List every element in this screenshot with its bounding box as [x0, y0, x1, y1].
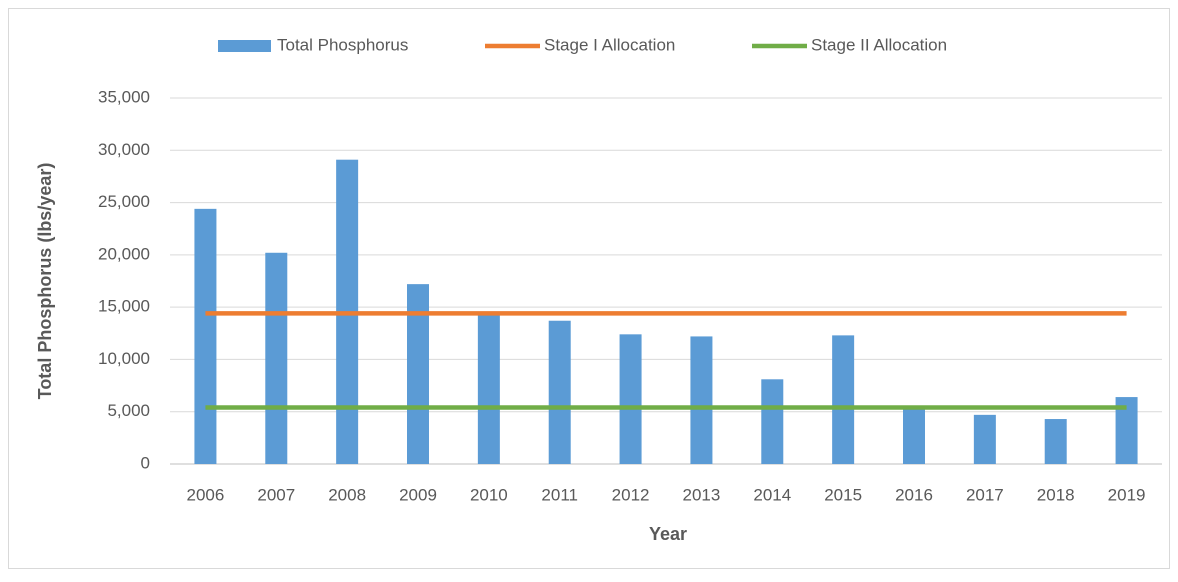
y-tick-label: 25,000: [98, 192, 150, 211]
legend-label: Stage I Allocation: [544, 35, 675, 54]
bar: [1044, 419, 1067, 464]
y-tick-label: 10,000: [98, 349, 150, 368]
legend-label: Stage II Allocation: [811, 35, 947, 54]
x-tick-label: 2016: [895, 485, 933, 504]
x-axis-title: Year: [649, 524, 687, 544]
bar: [619, 334, 642, 464]
bar: [548, 320, 571, 464]
x-tick-label: 2007: [257, 485, 295, 504]
bar: [1115, 397, 1138, 464]
y-axis-title: Total Phosphorus (lbs/year): [35, 163, 55, 400]
bar: [477, 314, 500, 464]
bar: [690, 336, 713, 464]
y-tick-label: 20,000: [98, 244, 150, 263]
bar: [407, 284, 429, 464]
legend-swatch: [218, 40, 271, 52]
y-tick-label: 30,000: [98, 140, 150, 159]
x-tick-label: 2008: [328, 485, 366, 504]
x-tick-label: 2019: [1108, 485, 1146, 504]
y-tick-label: 0: [141, 453, 150, 472]
x-tick-label: 2013: [683, 485, 721, 504]
bar: [832, 335, 855, 464]
x-tick-label: 2006: [187, 485, 225, 504]
bar: [761, 379, 784, 464]
bar: [194, 208, 217, 464]
bar: [973, 414, 996, 464]
bar: [265, 252, 288, 464]
x-tick-label: 2014: [753, 485, 791, 504]
x-tick-label: 2018: [1037, 485, 1075, 504]
y-tick-label: 15,000: [98, 297, 150, 316]
x-tick-label: 2017: [966, 485, 1004, 504]
x-tick-label: 2010: [470, 485, 508, 504]
y-tick-label: 35,000: [98, 87, 150, 106]
x-tick-label: 2011: [541, 485, 578, 504]
legend-label: Total Phosphorus: [277, 35, 408, 54]
bar: [903, 406, 925, 464]
x-tick-label: 2012: [612, 485, 650, 504]
x-tick-label: 2015: [824, 485, 862, 504]
y-tick-label: 5,000: [107, 401, 150, 420]
x-tick-label: 2009: [399, 485, 437, 504]
